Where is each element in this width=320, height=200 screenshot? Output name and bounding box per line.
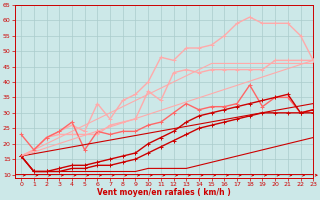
X-axis label: Vent moyen/en rafales ( km/h ): Vent moyen/en rafales ( km/h ) xyxy=(97,188,231,197)
